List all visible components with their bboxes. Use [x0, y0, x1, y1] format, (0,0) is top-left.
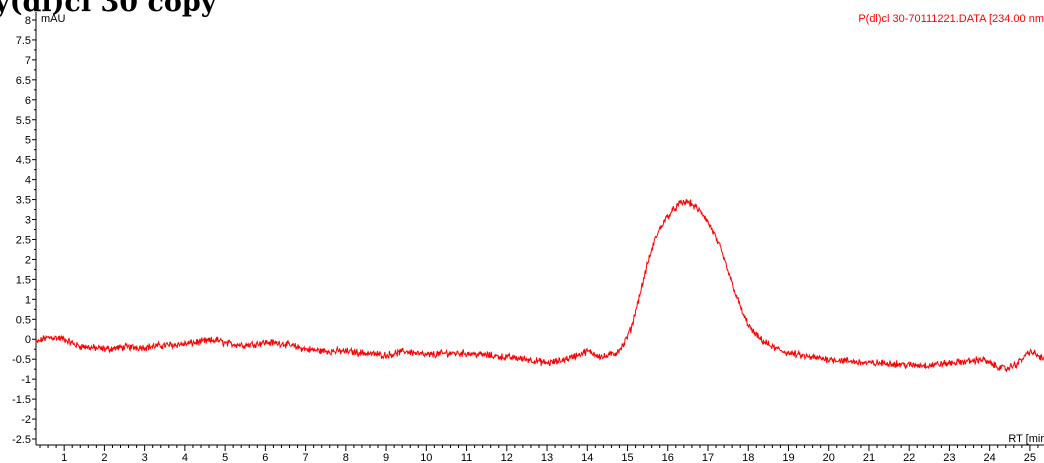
x-tick-label: 3: [142, 452, 148, 463]
y-axis-unit-label: mAU: [41, 13, 66, 25]
x-tick-label: 9: [383, 452, 389, 463]
y-tick-label: 8: [25, 15, 31, 27]
y-axis-ticks: -2.5 -2 -1.5 -1 -0.5 0 0.5 1 1.5 2 2.5 3 3.5 4 4.5 5 5.5…: [12, 15, 36, 446]
y-tick-label: 5: [25, 135, 31, 147]
y-tick-label: -0.5: [12, 354, 31, 366]
x-tick-label: 2: [101, 452, 107, 463]
y-tick-label: 6.5: [16, 75, 31, 87]
x-axis-ticks: 1 2 3 4 5 6 7 8 9 10 11 12 13 14 15 16 17 18 19 20 21 22 23 24 2…: [39, 445, 1039, 463]
plot-area: [35, 199, 1044, 372]
y-tick-label: -2.5: [12, 434, 31, 446]
x-tick-label: 22: [903, 452, 915, 463]
x-tick-label: 7: [303, 452, 309, 463]
x-tick-label: 12: [501, 452, 513, 463]
x-tick-label: 16: [662, 452, 674, 463]
series-line-0: [35, 199, 1044, 372]
x-tick-label: 5: [222, 452, 228, 463]
y-tick-label: 2: [25, 254, 31, 266]
x-tick-label: 10: [420, 452, 432, 463]
x-tick-label: 1: [61, 452, 67, 463]
y-tick-label: 1: [25, 294, 31, 306]
x-tick-label: 11: [461, 452, 472, 463]
y-tick-label: 5.5: [16, 115, 31, 127]
cropped-heading-text: y(dl)cl 30 copy: [0, 0, 218, 18]
x-tick-label: 14: [581, 452, 593, 463]
x-tick-label: 25: [1024, 452, 1036, 463]
x-tick-label: 4: [182, 452, 188, 463]
y-tick-label: 0.5: [16, 314, 31, 326]
x-tick-label: 21: [863, 452, 875, 463]
trace-label: P(dl)cl 30-70111221.DATA [234.00 nm: [858, 13, 1044, 25]
y-tick-label: 1.5: [16, 274, 31, 286]
y-tick-label: 7.5: [16, 35, 31, 47]
x-tick-label: 13: [541, 452, 553, 463]
x-tick-label: 23: [943, 452, 955, 463]
y-tick-label: -2: [21, 414, 31, 426]
y-tick-label: 4.5: [16, 155, 31, 167]
x-tick-label: 8: [343, 452, 349, 463]
y-tick-label: 0: [25, 334, 31, 346]
y-tick-label: 4: [25, 175, 31, 187]
x-tick-label: 19: [782, 452, 794, 463]
x-tick-label: 20: [823, 452, 835, 463]
y-tick-label: 6: [25, 95, 31, 107]
y-tick-label: 7: [25, 55, 31, 67]
y-tick-label: 3.5: [16, 195, 31, 207]
y-tick-label: -1: [21, 374, 31, 386]
y-tick-label: 3: [25, 215, 31, 227]
x-axis-unit-label: RT [mir: [1008, 433, 1044, 445]
y-tick-label: 2.5: [16, 234, 31, 246]
x-tick-label: 18: [742, 452, 754, 463]
y-tick-label: -1.5: [12, 394, 31, 406]
x-tick-label: 17: [702, 452, 714, 463]
x-tick-label: 6: [262, 452, 268, 463]
x-tick-label: 24: [984, 452, 996, 463]
x-tick-label: 15: [621, 452, 633, 463]
